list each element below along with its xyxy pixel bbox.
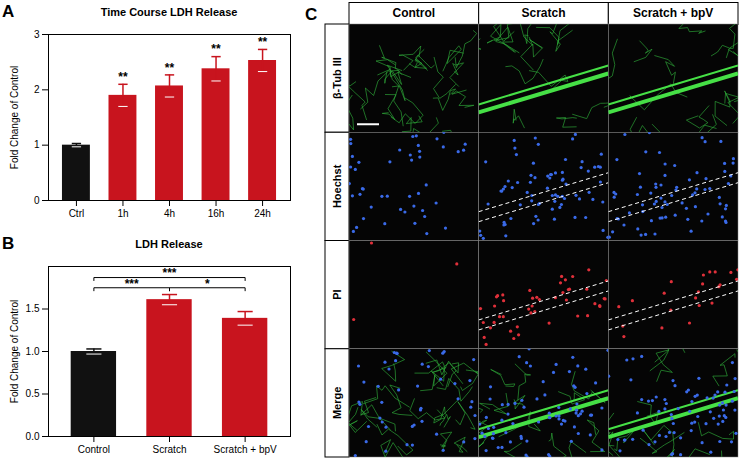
svg-text:Scratch: Scratch (521, 6, 565, 20)
svg-text:1h: 1h (117, 208, 128, 219)
svg-text:Ctrl: Ctrl (69, 208, 85, 219)
svg-text:Scratch + bpV: Scratch + bpV (633, 6, 713, 20)
svg-text:Scratch + bpV: Scratch + bpV (214, 444, 277, 455)
svg-text:***: *** (162, 266, 176, 280)
svg-text:2: 2 (34, 84, 40, 95)
svg-text:*: * (205, 277, 210, 291)
svg-text:**: ** (118, 70, 128, 84)
svg-text:0.0: 0.0 (26, 431, 40, 442)
svg-text:Fold Change of Control: Fold Change of Control (9, 66, 20, 169)
svg-text:1.5: 1.5 (26, 303, 40, 314)
svg-text:C: C (305, 5, 317, 24)
html-text:Time Course LDH Release: Time Course LDH Release (100, 6, 238, 18)
svg-text:**: ** (211, 42, 221, 56)
svg-text:1: 1 (34, 139, 40, 150)
svg-text:PI: PI (331, 289, 343, 299)
html-text:LDH Release: LDH Release (135, 238, 203, 250)
svg-text:1.0: 1.0 (26, 346, 40, 357)
svg-text:Scratch: Scratch (153, 444, 187, 455)
svg-text:24h: 24h (254, 208, 271, 219)
html-text:A: A (2, 2, 15, 21)
svg-text:Hoechst: Hoechst (331, 164, 343, 208)
html-text:B: B (2, 234, 15, 253)
svg-text:0: 0 (34, 195, 40, 206)
svg-text:16h: 16h (208, 208, 225, 219)
svg-text:Control: Control (393, 6, 436, 20)
svg-text:Control: Control (78, 444, 110, 455)
svg-text:Merge: Merge (331, 387, 343, 419)
svg-text:**: ** (165, 61, 175, 75)
svg-text:***: *** (125, 277, 139, 291)
svg-text:Fold Change of Control: Fold Change of Control (9, 300, 20, 403)
svg-text:**: ** (258, 35, 268, 49)
svg-text:3: 3 (34, 29, 40, 40)
svg-text:β-Tub III: β-Tub III (331, 57, 343, 99)
svg-text:4h: 4h (164, 208, 175, 219)
svg-text:0.5: 0.5 (26, 388, 40, 399)
